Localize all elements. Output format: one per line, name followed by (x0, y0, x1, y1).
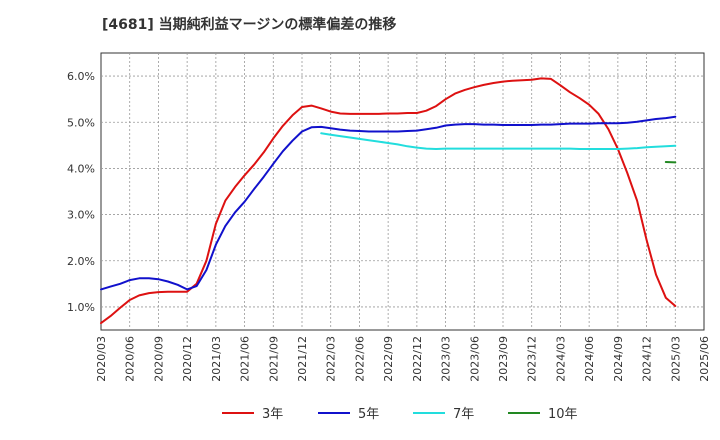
x-tick-label: 2024/06 (583, 336, 596, 382)
x-tick-label: 2025/06 (698, 336, 711, 382)
x-tick-label: 2024/03 (554, 336, 567, 382)
x-tick-label: 2024/09 (612, 336, 625, 382)
y-tick-label: 5.0% (67, 116, 95, 129)
y-axis: 1.0% 2.0% 3.0% 4.0% 5.0% 6.0% (67, 70, 95, 314)
y-tick-label: 2.0% (67, 255, 95, 268)
series-group (100, 77, 677, 325)
x-tick-label: 2020/03 (95, 336, 108, 382)
x-tick-label: 2023/12 (526, 336, 539, 382)
y-tick-label: 3.0% (67, 209, 95, 222)
x-axis: 2020/03 2020/06 2020/09 2020/12 2021/03 2021/… (95, 336, 711, 382)
x-tick-label: 2024/12 (641, 336, 654, 382)
series-line (100, 77, 677, 325)
x-tick-label: 2020/12 (181, 336, 194, 382)
legend-label: 5年 (358, 407, 379, 422)
x-tick-label: 2023/06 (468, 336, 481, 382)
y-tick-label: 4.0% (67, 162, 95, 175)
plot-area (100, 52, 705, 331)
x-tick-label: 2020/09 (152, 336, 165, 382)
y-tick-label: 6.0% (67, 70, 95, 83)
grid (101, 53, 704, 330)
chart-title: [4681] 当期純利益マージンの標準偏差の推移 (102, 16, 396, 33)
series-line (320, 132, 677, 150)
y-tick-label: 1.0% (67, 301, 95, 314)
x-tick-label: 2021/09 (267, 336, 280, 382)
x-tick-label: 2022/06 (353, 336, 366, 382)
x-tick-label: 2025/03 (669, 336, 682, 382)
x-tick-label: 2022/09 (382, 336, 395, 382)
x-tick-label: 2021/06 (239, 336, 252, 382)
x-tick-label: 2022/12 (411, 336, 424, 382)
legend-label: 7年 (453, 407, 474, 422)
series-line (100, 115, 677, 291)
x-tick-label: 2020/06 (124, 336, 137, 382)
legend: 3年 5年 7年 10年 (222, 407, 578, 422)
legend-label: 10年 (548, 407, 578, 422)
x-tick-label: 2022/03 (325, 336, 338, 382)
x-tick-label: 2023/03 (440, 336, 453, 382)
legend-label: 3年 (262, 407, 283, 422)
x-tick-label: 2023/09 (497, 336, 510, 382)
x-tick-label: 2021/03 (210, 336, 223, 382)
x-tick-label: 2021/12 (296, 336, 309, 382)
